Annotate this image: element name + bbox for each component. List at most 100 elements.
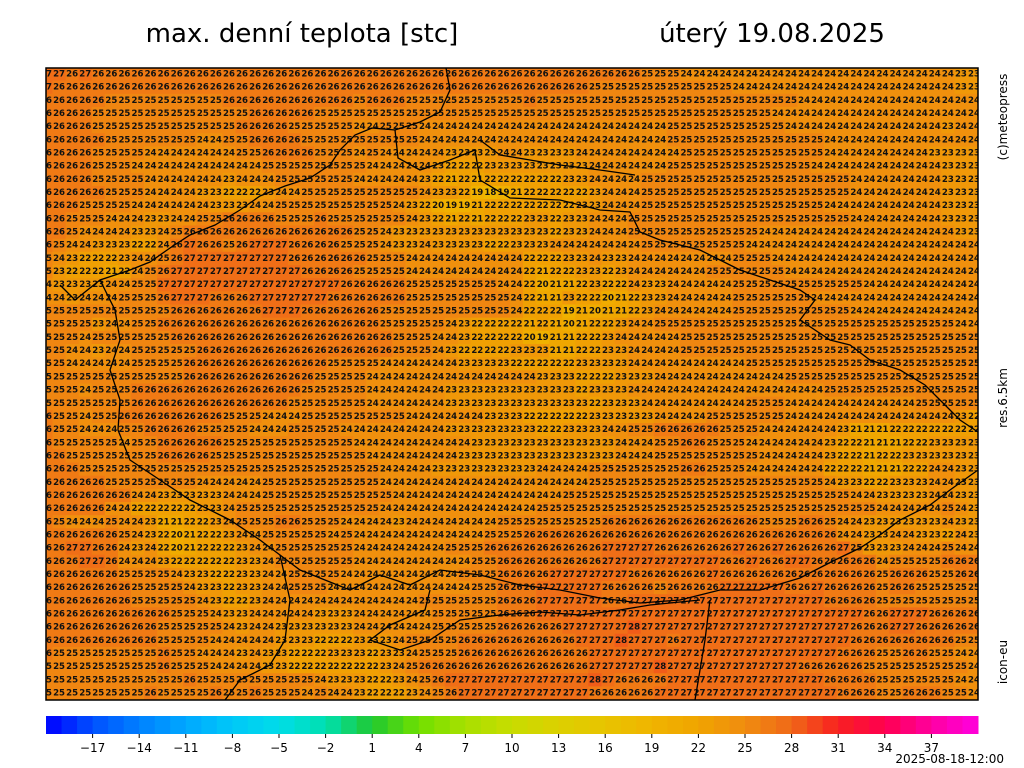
- cell-value: 23: [955, 228, 967, 238]
- cell-value: 24: [641, 122, 653, 132]
- cell-value: 26: [79, 491, 91, 501]
- cell-value: 25: [354, 267, 366, 277]
- cell-value: 24: [171, 162, 183, 172]
- cell-value: 25: [733, 201, 745, 211]
- cell-value: 26: [66, 465, 78, 475]
- cell: [327, 80, 341, 95]
- cell-value: 25: [118, 293, 130, 303]
- cell-value: 24: [877, 188, 889, 198]
- cell-value: 26: [92, 96, 104, 106]
- cell-value: 26: [53, 135, 65, 145]
- cell-value: 27: [40, 70, 52, 80]
- cell-value: 24: [380, 438, 392, 448]
- cell-value: 24: [262, 201, 274, 211]
- cell-value: 22: [550, 214, 562, 224]
- cell-value: 25: [615, 96, 627, 106]
- cell-value: 24: [484, 267, 496, 277]
- cell-value: 22: [576, 346, 588, 356]
- cell-value: 25: [550, 96, 562, 106]
- cell-value: 26: [694, 438, 706, 448]
- cell-value: 25: [720, 109, 732, 119]
- cell-value: 24: [929, 504, 941, 514]
- cell: [627, 68, 642, 81]
- cell-value: 24: [811, 399, 823, 409]
- cell-value: 20: [432, 201, 444, 211]
- cell-value: 23: [942, 175, 954, 185]
- cell-value: 24: [158, 201, 170, 211]
- cell-value: 25: [471, 307, 483, 317]
- cell-value: 26: [314, 70, 326, 80]
- cell-value: 25: [811, 201, 823, 211]
- cell-value: 25: [641, 478, 653, 488]
- cell-value: 24: [511, 504, 523, 514]
- cell-value: 25: [746, 359, 758, 369]
- cell-value: 24: [955, 307, 967, 317]
- cell-value: 24: [380, 386, 392, 396]
- cell-value: 23: [576, 359, 588, 369]
- cell-value: 24: [628, 451, 640, 461]
- cell-value: 26: [145, 70, 157, 80]
- cell-value: 23: [641, 293, 653, 303]
- cell-value: 26: [79, 478, 91, 488]
- cell-value: 24: [707, 386, 719, 396]
- cell-value: 24: [694, 386, 706, 396]
- cell-value: 24: [497, 254, 509, 264]
- cell-value: 26: [79, 188, 91, 198]
- cell-value: 26: [341, 228, 353, 238]
- cell-value: 26: [118, 70, 130, 80]
- cell-value: 25: [458, 293, 470, 303]
- cell-value: 25: [105, 96, 117, 106]
- cell-value: 26: [341, 333, 353, 343]
- cell: [692, 68, 707, 81]
- cell-value: 22: [550, 188, 562, 198]
- cell-value: 23: [210, 517, 222, 527]
- cell-value: 26: [158, 267, 170, 277]
- cell-value: 25: [772, 320, 784, 330]
- cell-value: 25: [759, 109, 771, 119]
- cell-value: 22: [890, 451, 902, 461]
- cell-value: 25: [837, 214, 849, 224]
- cell-value: 25: [811, 214, 823, 224]
- cell-value: 24: [550, 122, 562, 132]
- cell-value: 23: [497, 386, 509, 396]
- cell-value: 24: [746, 83, 758, 93]
- cell-value: 26: [288, 83, 300, 93]
- cell-value: 23: [406, 241, 418, 251]
- cell-value: 25: [419, 280, 431, 290]
- cell-value: 24: [863, 175, 875, 185]
- cell-value: 25: [563, 504, 575, 514]
- cell-value: 25: [707, 83, 719, 93]
- cell-value: 26: [66, 149, 78, 159]
- cell-value: 26: [236, 320, 248, 330]
- cell-value: 24: [863, 280, 875, 290]
- cell: [928, 80, 942, 95]
- cell-value: 26: [184, 438, 196, 448]
- cell-value: 25: [341, 438, 353, 448]
- cell-value: 24: [406, 465, 418, 475]
- cell-value: 25: [615, 109, 627, 119]
- cell-value: 26: [301, 96, 313, 106]
- cell-value: 24: [798, 451, 810, 461]
- cell-value: 26: [328, 307, 340, 317]
- cell-value: 25: [667, 214, 679, 224]
- cell-value: 25: [354, 465, 366, 475]
- cell-value: 21: [471, 201, 483, 211]
- cell-value: 26: [262, 228, 274, 238]
- cell-value: 23: [955, 188, 967, 198]
- cell-value: 24: [667, 254, 679, 264]
- cell-value: 25: [576, 96, 588, 106]
- cell-value: 23: [432, 465, 444, 475]
- cell-value: 23: [615, 399, 627, 409]
- cell-value: 24: [798, 254, 810, 264]
- cell-value: 24: [589, 254, 601, 264]
- cell-value: 24: [105, 425, 117, 435]
- cell-value: 25: [197, 96, 209, 106]
- cell-value: 24: [602, 135, 614, 145]
- cell-value: 25: [850, 280, 862, 290]
- cell-value: 24: [772, 451, 784, 461]
- cell-value: 26: [563, 70, 575, 80]
- cell-value: 24: [432, 267, 444, 277]
- cell-value: 26: [223, 372, 235, 382]
- cell-value: 24: [654, 149, 666, 159]
- cell-value: 25: [262, 451, 274, 461]
